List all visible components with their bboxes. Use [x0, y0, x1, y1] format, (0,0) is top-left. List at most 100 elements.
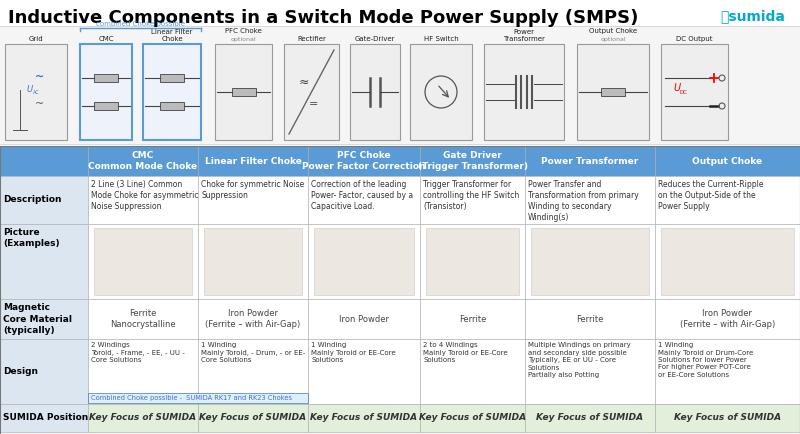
Bar	[88, 393, 308, 403]
Bar	[5, 44, 67, 140]
Bar	[198, 404, 308, 432]
Text: 2 to 4 Windings
Mainly Toroid or EE-Core
Solutions: 2 to 4 Windings Mainly Toroid or EE-Core…	[423, 342, 508, 363]
Text: Key Focus of SUMIDA: Key Focus of SUMIDA	[537, 414, 643, 423]
Bar	[94, 102, 118, 110]
Text: combined Choke possible: combined Choke possible	[96, 21, 185, 27]
Text: Iron Powder
(Ferrite – with Air-Gap): Iron Powder (Ferrite – with Air-Gap)	[206, 309, 301, 329]
Bar	[215, 44, 272, 140]
Bar	[577, 44, 649, 140]
Text: Design: Design	[3, 367, 38, 376]
Text: 2 Line (3 Line) Common
Mode Choke for asymmetric
Noise Suppression: 2 Line (3 Line) Common Mode Choke for as…	[91, 180, 198, 211]
Text: Key Focus of SUMIDA: Key Focus of SUMIDA	[199, 414, 306, 423]
Text: Ferrite: Ferrite	[576, 315, 604, 323]
Text: Multiple Windings on primary
and secondary side possible
Typically, EE or UU - C: Multiple Windings on primary and seconda…	[528, 342, 630, 378]
Text: optional: optional	[230, 37, 256, 42]
Bar	[525, 224, 655, 299]
Text: PFC Choke: PFC Choke	[225, 28, 262, 34]
Bar	[420, 146, 525, 176]
Bar	[601, 88, 625, 96]
Text: Magnetic
Core Material
(typically): Magnetic Core Material (typically)	[3, 303, 72, 335]
Bar	[661, 228, 794, 295]
Bar	[420, 339, 525, 404]
Text: Iron Powder: Iron Powder	[339, 315, 389, 323]
Bar	[655, 299, 800, 339]
Bar	[525, 339, 655, 404]
Bar	[484, 44, 564, 140]
Bar	[308, 146, 420, 176]
Bar	[420, 176, 525, 224]
Bar	[198, 176, 308, 224]
Bar	[94, 228, 192, 295]
Text: U: U	[27, 85, 33, 95]
Text: ≈: ≈	[298, 76, 309, 89]
Bar	[531, 228, 649, 295]
Bar	[88, 404, 198, 432]
Bar	[426, 228, 519, 295]
Text: DC Output: DC Output	[676, 36, 713, 42]
Text: 1 Winding
Mainly Toroid or EE-Core
Solutions: 1 Winding Mainly Toroid or EE-Core Solut…	[311, 342, 396, 363]
Text: HF Switch: HF Switch	[424, 36, 458, 42]
Bar	[308, 299, 420, 339]
Text: 1 Winding
Mainly Toroid, - Drum, - or EE-
Core Solutions: 1 Winding Mainly Toroid, - Drum, - or EE…	[201, 342, 306, 363]
Text: =: =	[309, 99, 318, 109]
Bar	[143, 44, 201, 140]
Bar	[80, 44, 132, 140]
Bar	[655, 404, 800, 432]
Text: Combined Choke possible -  SUMIDA RK17 and RK23 Chokes: Combined Choke possible - SUMIDA RK17 an…	[91, 395, 292, 401]
Bar	[420, 224, 525, 299]
Text: Linear Filter Choke: Linear Filter Choke	[205, 157, 302, 165]
Text: Iron Powder
(Ferrite – with Air-Gap): Iron Powder (Ferrite – with Air-Gap)	[680, 309, 775, 329]
Text: U: U	[673, 83, 680, 93]
Bar	[350, 44, 400, 140]
Bar	[198, 224, 308, 299]
Text: Trigger Transformer for
controlling the HF Switch
(Transistor): Trigger Transformer for controlling the …	[423, 180, 519, 211]
Bar	[88, 146, 198, 176]
Bar	[655, 224, 800, 299]
Bar	[308, 176, 420, 224]
Bar	[525, 146, 655, 176]
Bar	[420, 404, 525, 432]
Text: Gate Driver
(Trigger Transformer): Gate Driver (Trigger Transformer)	[418, 151, 527, 171]
Bar	[525, 299, 655, 339]
Text: CMC
Common Mode Choke: CMC Common Mode Choke	[89, 151, 198, 171]
Text: DC: DC	[679, 89, 687, 95]
Text: Description: Description	[3, 195, 62, 204]
Text: SUMIDA Position: SUMIDA Position	[3, 414, 88, 423]
Bar	[0, 176, 88, 224]
Bar	[231, 88, 255, 96]
Bar	[308, 339, 420, 404]
Text: PFC Choke
Power Factor Correction: PFC Choke Power Factor Correction	[302, 151, 426, 171]
Bar	[94, 74, 118, 82]
Bar	[88, 339, 198, 404]
Text: Picture
(Examples): Picture (Examples)	[3, 228, 60, 248]
Bar	[160, 74, 184, 82]
Bar	[88, 224, 198, 299]
Bar	[0, 26, 800, 144]
Text: Power Transfer and
Transformation from primary
Winding to secondary
Winding(s): Power Transfer and Transformation from p…	[528, 180, 638, 222]
Text: Linear Filter
Choke: Linear Filter Choke	[151, 29, 193, 42]
Text: Power Transformer: Power Transformer	[542, 157, 638, 165]
Bar	[661, 44, 728, 140]
Text: Correction of the leading
Power- Factor, caused by a
Capacitive Load.: Correction of the leading Power- Factor,…	[311, 180, 413, 211]
Text: Ferrite
Nanocrystalline: Ferrite Nanocrystalline	[110, 309, 176, 329]
Bar	[0, 146, 88, 176]
Text: optional: optional	[600, 37, 626, 42]
Text: 2 Windings
Toroid, - Frame, - EE, - UU -
Core Solutions: 2 Windings Toroid, - Frame, - EE, - UU -…	[91, 342, 185, 363]
Bar	[0, 339, 88, 404]
Bar	[198, 299, 308, 339]
Text: Key Focus of SUMIDA: Key Focus of SUMIDA	[419, 414, 526, 423]
Bar	[314, 228, 414, 295]
Bar	[420, 299, 525, 339]
Text: Ferrite: Ferrite	[459, 315, 486, 323]
Bar	[655, 176, 800, 224]
Text: ~: ~	[35, 99, 44, 109]
Text: Reduces the Current-Ripple
on the Output-Side of the
Power Supply: Reduces the Current-Ripple on the Output…	[658, 180, 763, 211]
Bar	[525, 176, 655, 224]
Bar	[655, 146, 800, 176]
Bar	[410, 44, 472, 140]
Bar	[308, 224, 420, 299]
Text: Choke for symmetric Noise
Suppression: Choke for symmetric Noise Suppression	[201, 180, 304, 200]
Text: Key Focus of SUMIDA: Key Focus of SUMIDA	[310, 414, 418, 423]
Text: AC: AC	[33, 91, 40, 95]
Bar	[160, 102, 184, 110]
